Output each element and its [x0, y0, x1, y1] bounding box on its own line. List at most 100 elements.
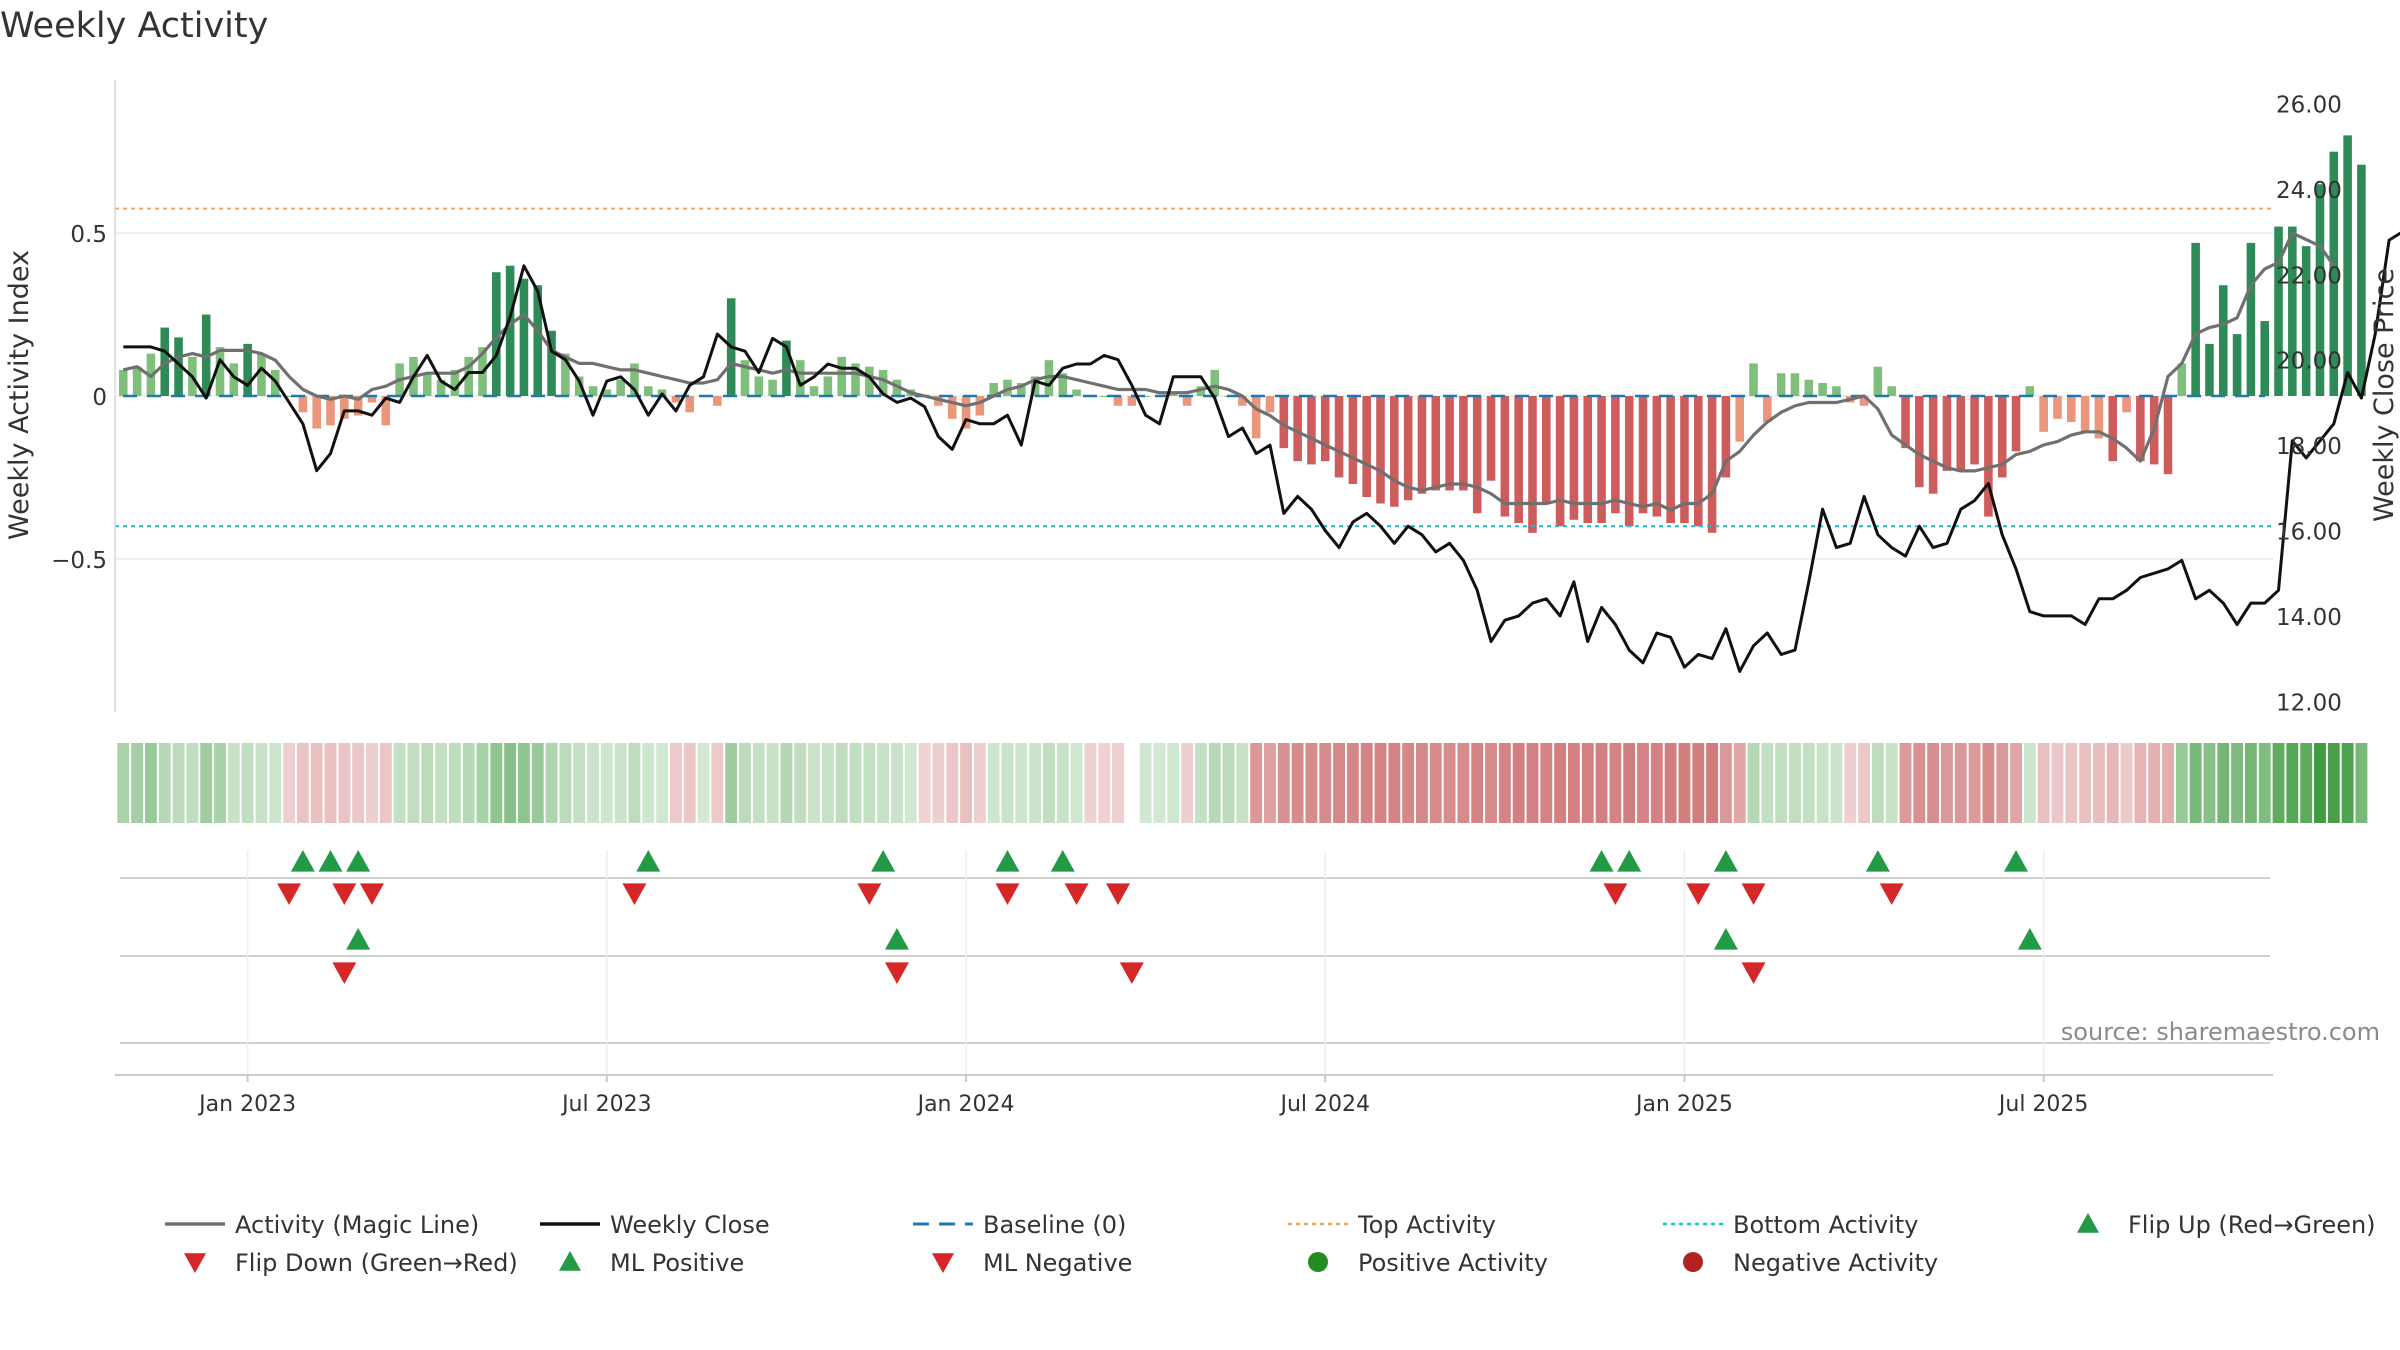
activity-bar	[1887, 386, 1896, 396]
activity-bar	[1307, 396, 1316, 465]
activity-bar	[519, 278, 529, 396]
activity-strip-cell	[1775, 743, 1788, 823]
activity-strip-cell	[545, 743, 558, 823]
activity-strip-cell	[186, 743, 199, 823]
y-right-tick-label: 22.00	[2276, 263, 2342, 289]
activity-bar	[1348, 396, 1358, 484]
activity-bar	[644, 386, 653, 396]
activity-strip-cell	[1844, 743, 1857, 823]
activity-strip-cell	[1001, 743, 1014, 823]
activity-strip-cell	[1595, 743, 1608, 823]
activity-strip-cell	[1706, 743, 1719, 823]
activity-strip-cell	[172, 743, 185, 823]
activity-strip-cell	[214, 743, 226, 823]
activity-bar	[2246, 242, 2256, 396]
legend-item: Bottom Activity	[1663, 1211, 1918, 1239]
x-tick-label: Jan 2024	[916, 1092, 1015, 1117]
activity-bar	[961, 396, 971, 429]
activity-strip-cell	[1871, 743, 1884, 823]
activity-bar	[2067, 396, 2076, 423]
activity-strip-cell	[338, 743, 351, 823]
activity-bar	[174, 337, 183, 396]
activity-bar	[422, 373, 432, 396]
activity-bar	[1804, 379, 1814, 396]
activity-bar	[2301, 246, 2311, 396]
legend-item: ML Positive	[559, 1249, 744, 1277]
activity-bar	[574, 376, 584, 396]
activity-strip-cell	[1789, 743, 1801, 823]
legend-item: Flip Down (Green→Red)	[184, 1249, 518, 1277]
activity-strip-cell	[296, 743, 309, 823]
activity-bar	[215, 347, 225, 396]
activity-bar	[505, 265, 515, 396]
activity-strip-cell	[144, 743, 157, 823]
activity-bar	[1749, 363, 1758, 396]
activity-bar	[837, 356, 846, 396]
activity-strip-cell	[504, 743, 517, 823]
activity-bar	[2232, 334, 2242, 396]
activity-bar	[2205, 343, 2214, 396]
legend-down-triangle-icon	[184, 1253, 206, 1273]
activity-bar	[1638, 396, 1648, 514]
flip-down-marker	[1879, 883, 1904, 905]
activity-bar	[492, 272, 501, 396]
activity-strip-cell	[697, 743, 710, 823]
flip-up-marker	[871, 850, 896, 872]
activity-bar	[1583, 396, 1593, 524]
flip-up-marker	[1865, 850, 1890, 872]
legend-label: Weekly Close	[610, 1211, 770, 1239]
legend-item: Negative Activity	[1683, 1249, 1938, 1277]
activity-bar	[2053, 396, 2062, 419]
activity-bar	[326, 396, 335, 426]
activity-strip-cell	[2327, 743, 2340, 823]
activity-strip-cell	[1512, 743, 1525, 823]
activity-strip-cell	[1540, 743, 1553, 823]
activity-strip-cell	[1885, 743, 1898, 823]
activity-bar	[602, 389, 612, 396]
activity-strip-cell	[1319, 743, 1332, 823]
activity-bar	[2108, 396, 2118, 462]
activity-bar	[630, 363, 639, 396]
activity-bar	[1542, 396, 1551, 504]
legend-item: Positive Activity	[1308, 1249, 1548, 1277]
activity-strip-cell	[462, 743, 475, 823]
activity-strip-cell	[711, 743, 724, 823]
activity-strip-cell	[1416, 743, 1428, 823]
x-tick-label: Jul 2025	[1997, 1092, 2089, 1117]
activity-strip-cell	[614, 743, 627, 823]
activity-bar	[1279, 396, 1289, 449]
activity-bar	[1970, 396, 1979, 465]
legend-label: Baseline (0)	[983, 1211, 1126, 1239]
activity-strip-cell	[1858, 743, 1870, 823]
activity-strip-cell	[1250, 743, 1263, 823]
ml-negative-marker	[332, 962, 357, 984]
activity-strip-cell	[393, 743, 406, 823]
y-left-tick-label: 0.5	[70, 222, 107, 248]
activity-strip-cell	[1719, 743, 1732, 823]
activity-strip-cell	[891, 743, 903, 823]
legend-down-triangle-icon	[932, 1253, 954, 1273]
y-right-tick-label: 16.00	[2276, 520, 2342, 546]
activity-bar	[2315, 184, 2325, 396]
activity-strip-cell	[1277, 743, 1290, 823]
x-tick-label: Jan 2023	[197, 1092, 296, 1117]
activity-strip-cell	[2051, 743, 2064, 823]
flip-down-marker	[1064, 883, 1089, 905]
activity-strip-cell	[531, 743, 544, 823]
activity-bar	[229, 363, 239, 396]
activity-bar	[1127, 396, 1137, 406]
legend-item: Baseline (0)	[913, 1211, 1126, 1239]
activity-bar	[547, 330, 556, 396]
activity-bar	[436, 379, 446, 396]
activity-bar	[1680, 396, 1689, 524]
legend-item: Top Activity	[1288, 1211, 1496, 1239]
activity-strip-cell	[1816, 743, 1829, 823]
activity-strip-cell	[600, 743, 613, 823]
flip-down-marker	[1686, 883, 1711, 905]
activity-bar	[119, 369, 128, 396]
flip-up-marker	[290, 850, 315, 872]
activity-strip-cell	[269, 743, 282, 823]
activity-strip-cell	[379, 743, 392, 823]
activity-strip-cell	[255, 743, 268, 823]
activity-bar	[2163, 396, 2173, 475]
